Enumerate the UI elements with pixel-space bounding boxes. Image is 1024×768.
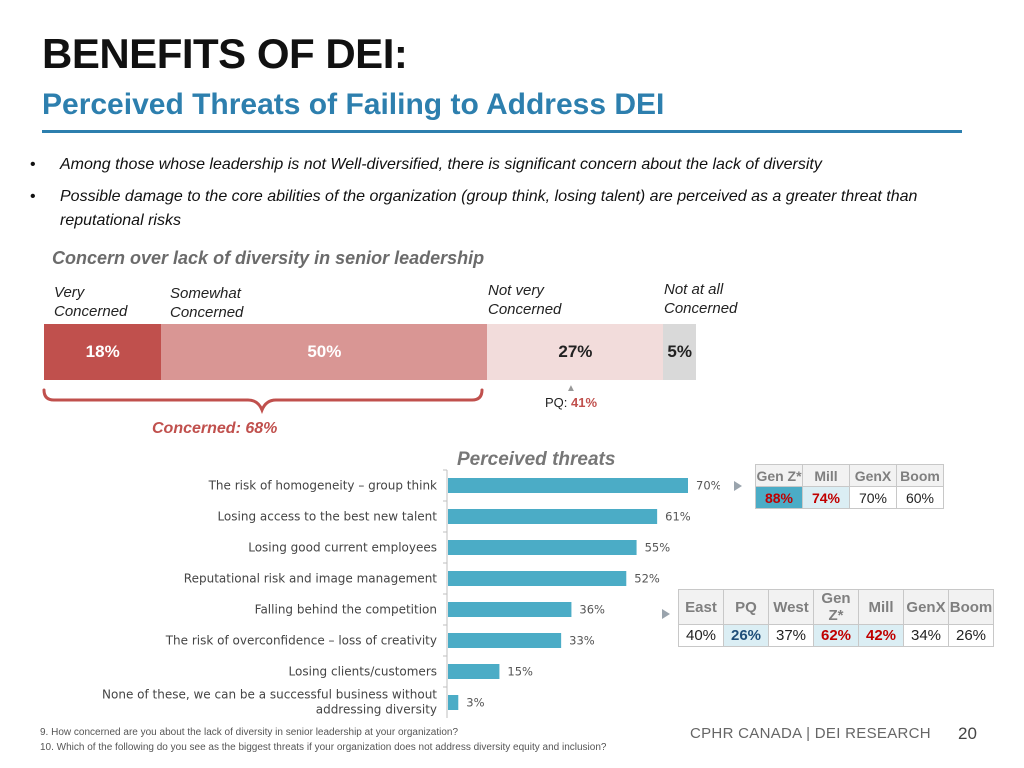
category-label: Falling behind the competition [255, 603, 437, 617]
table-header-cell: Boom [896, 464, 944, 487]
page-number: 20 [958, 724, 977, 743]
bullet-symbol: • [30, 188, 36, 205]
bullet-text: Among those whose leadership is not Well… [60, 156, 822, 173]
segment-label-line: Concerned [170, 304, 244, 321]
segment-very-concerned: 18% [44, 324, 162, 380]
bar-value-label: 36% [579, 603, 605, 617]
arrow-right-icon [734, 481, 742, 491]
category-label: The risk of overconfidence – loss of cre… [165, 634, 437, 648]
arrow-right-icon [662, 609, 670, 619]
table-header-cell: PQ [723, 589, 769, 625]
table-cell: 40% [678, 624, 724, 647]
segment-label-line: Very [54, 284, 85, 301]
bar-value-label: 52% [634, 572, 660, 586]
category-label: The risk of homogeneity – group think [208, 479, 437, 493]
table-header-cell: Gen Z* [755, 464, 803, 487]
segment-value: 5% [667, 342, 692, 361]
bar [448, 540, 637, 555]
concern-section-title: Concern over lack of diversity in senior… [52, 248, 485, 268]
bullet-symbol: • [30, 156, 36, 173]
table-header-cell: GenX [903, 589, 949, 625]
bar-value-label: 33% [569, 634, 595, 648]
segment-label-line: Not very [488, 282, 544, 299]
segment-not-very-concerned: 27% [487, 324, 664, 380]
category-label: Losing good current employees [248, 541, 437, 555]
perceived-threats-title: Perceived threats [457, 449, 616, 470]
footnote-2: 10. Which of the following do you see as… [40, 742, 607, 753]
table-row: 40% 26% 37% 62% 42% 34% 26% [678, 624, 994, 647]
slide-title: BENEFITS OF DEI: [42, 30, 408, 77]
category-label-line: None of these, we can be a successful bu… [102, 688, 437, 702]
table-cell: 60% [896, 486, 944, 509]
table-header-cell: Mill [858, 589, 904, 625]
segment-label-line: Somewhat [170, 285, 241, 302]
bar-value-label: 3% [466, 696, 484, 710]
table-cell: 88% [755, 486, 803, 509]
bar [448, 633, 562, 648]
bar [448, 695, 459, 710]
bar-value-label: 55% [645, 541, 671, 555]
table-header-row: East PQ West Gen Z* Mill GenX Boom [678, 589, 994, 625]
bar-value-label: 15% [507, 665, 533, 679]
bullet-text: Possible damage to the core abilities of… [60, 188, 918, 229]
homogeneity-breakdown-table: Gen Z* Mill GenX Boom 88% 74% 70% 60% [755, 464, 944, 509]
segment-value: 18% [85, 342, 120, 361]
table-header-row: Gen Z* Mill GenX Boom [755, 464, 944, 487]
pq-annotation: PQ: 41% [545, 395, 597, 410]
category-label: Losing access to the best new talent [217, 510, 437, 524]
segment-not-at-all-concerned: 5% [663, 324, 696, 380]
segment-label-not-very: Not very Concerned [488, 281, 561, 319]
segment-value: 50% [307, 342, 342, 361]
footnote-1: 9. How concerned are you about the lack … [40, 727, 459, 738]
bar [448, 509, 658, 524]
perceived-threats-bar-chart: 70% The risk of homogeneity – group think… [102, 469, 720, 718]
table-cell: 26% [948, 624, 994, 647]
category-label: None of these, we can be a successful bu… [102, 688, 437, 717]
category-label: Reputational risk and image management [184, 572, 437, 586]
table-cell: 42% [858, 624, 904, 647]
segment-label-line: Concerned [664, 300, 738, 317]
segment-value: 27% [558, 342, 593, 361]
up-triangle-icon: ▲ [566, 383, 576, 394]
title-divider [42, 130, 962, 133]
bar [448, 478, 688, 493]
table-header-cell: West [768, 589, 814, 625]
concerned-total-label: Concerned: 68% [152, 420, 278, 437]
table-cell: 70% [849, 486, 897, 509]
segment-label-line: Concerned [54, 303, 128, 320]
table-cell: 37% [768, 624, 814, 647]
segment-label-not-at-all: Not at all Concerned [664, 280, 737, 318]
table-header-cell: Boom [948, 589, 994, 625]
bar-value-label: 61% [665, 510, 691, 524]
pq-value: 41% [571, 395, 598, 410]
concern-stacked-bar: 18% 50% 27% 5% [44, 324, 696, 380]
segment-label-line: Not at all [664, 281, 724, 298]
table-header-cell: Mill [802, 464, 850, 487]
category-label: Losing clients/customers [289, 665, 437, 679]
brand-footer: CPHR CANADA | DEI RESEARCH [690, 725, 931, 742]
pq-label: PQ: [545, 395, 568, 410]
segment-label-very: Very Concerned [54, 283, 127, 321]
competition-breakdown-table: East PQ West Gen Z* Mill GenX Boom 40% 2… [678, 589, 994, 647]
category-label-line: addressing diversity [316, 703, 437, 717]
table-cell: 62% [813, 624, 859, 647]
table-header-cell: GenX [849, 464, 897, 487]
slide-subtitle: Perceived Threats of Failing to Address … [42, 88, 665, 121]
table-cell: 34% [903, 624, 949, 647]
table-header-cell: East [678, 589, 724, 625]
bar-value-label: 70% [696, 479, 720, 493]
table-cell: 74% [802, 486, 850, 509]
table-row: 88% 74% 70% 60% [755, 486, 944, 509]
concerned-brace [42, 388, 484, 414]
table-header-cell: Gen Z* [813, 589, 859, 625]
segment-label-somewhat: Somewhat Concerned [170, 284, 243, 322]
bar [448, 602, 572, 617]
bar [448, 664, 500, 679]
segment-somewhat-concerned: 50% [161, 324, 488, 380]
bar [448, 571, 627, 586]
segment-label-line: Concerned [488, 301, 562, 318]
table-cell: 26% [723, 624, 769, 647]
